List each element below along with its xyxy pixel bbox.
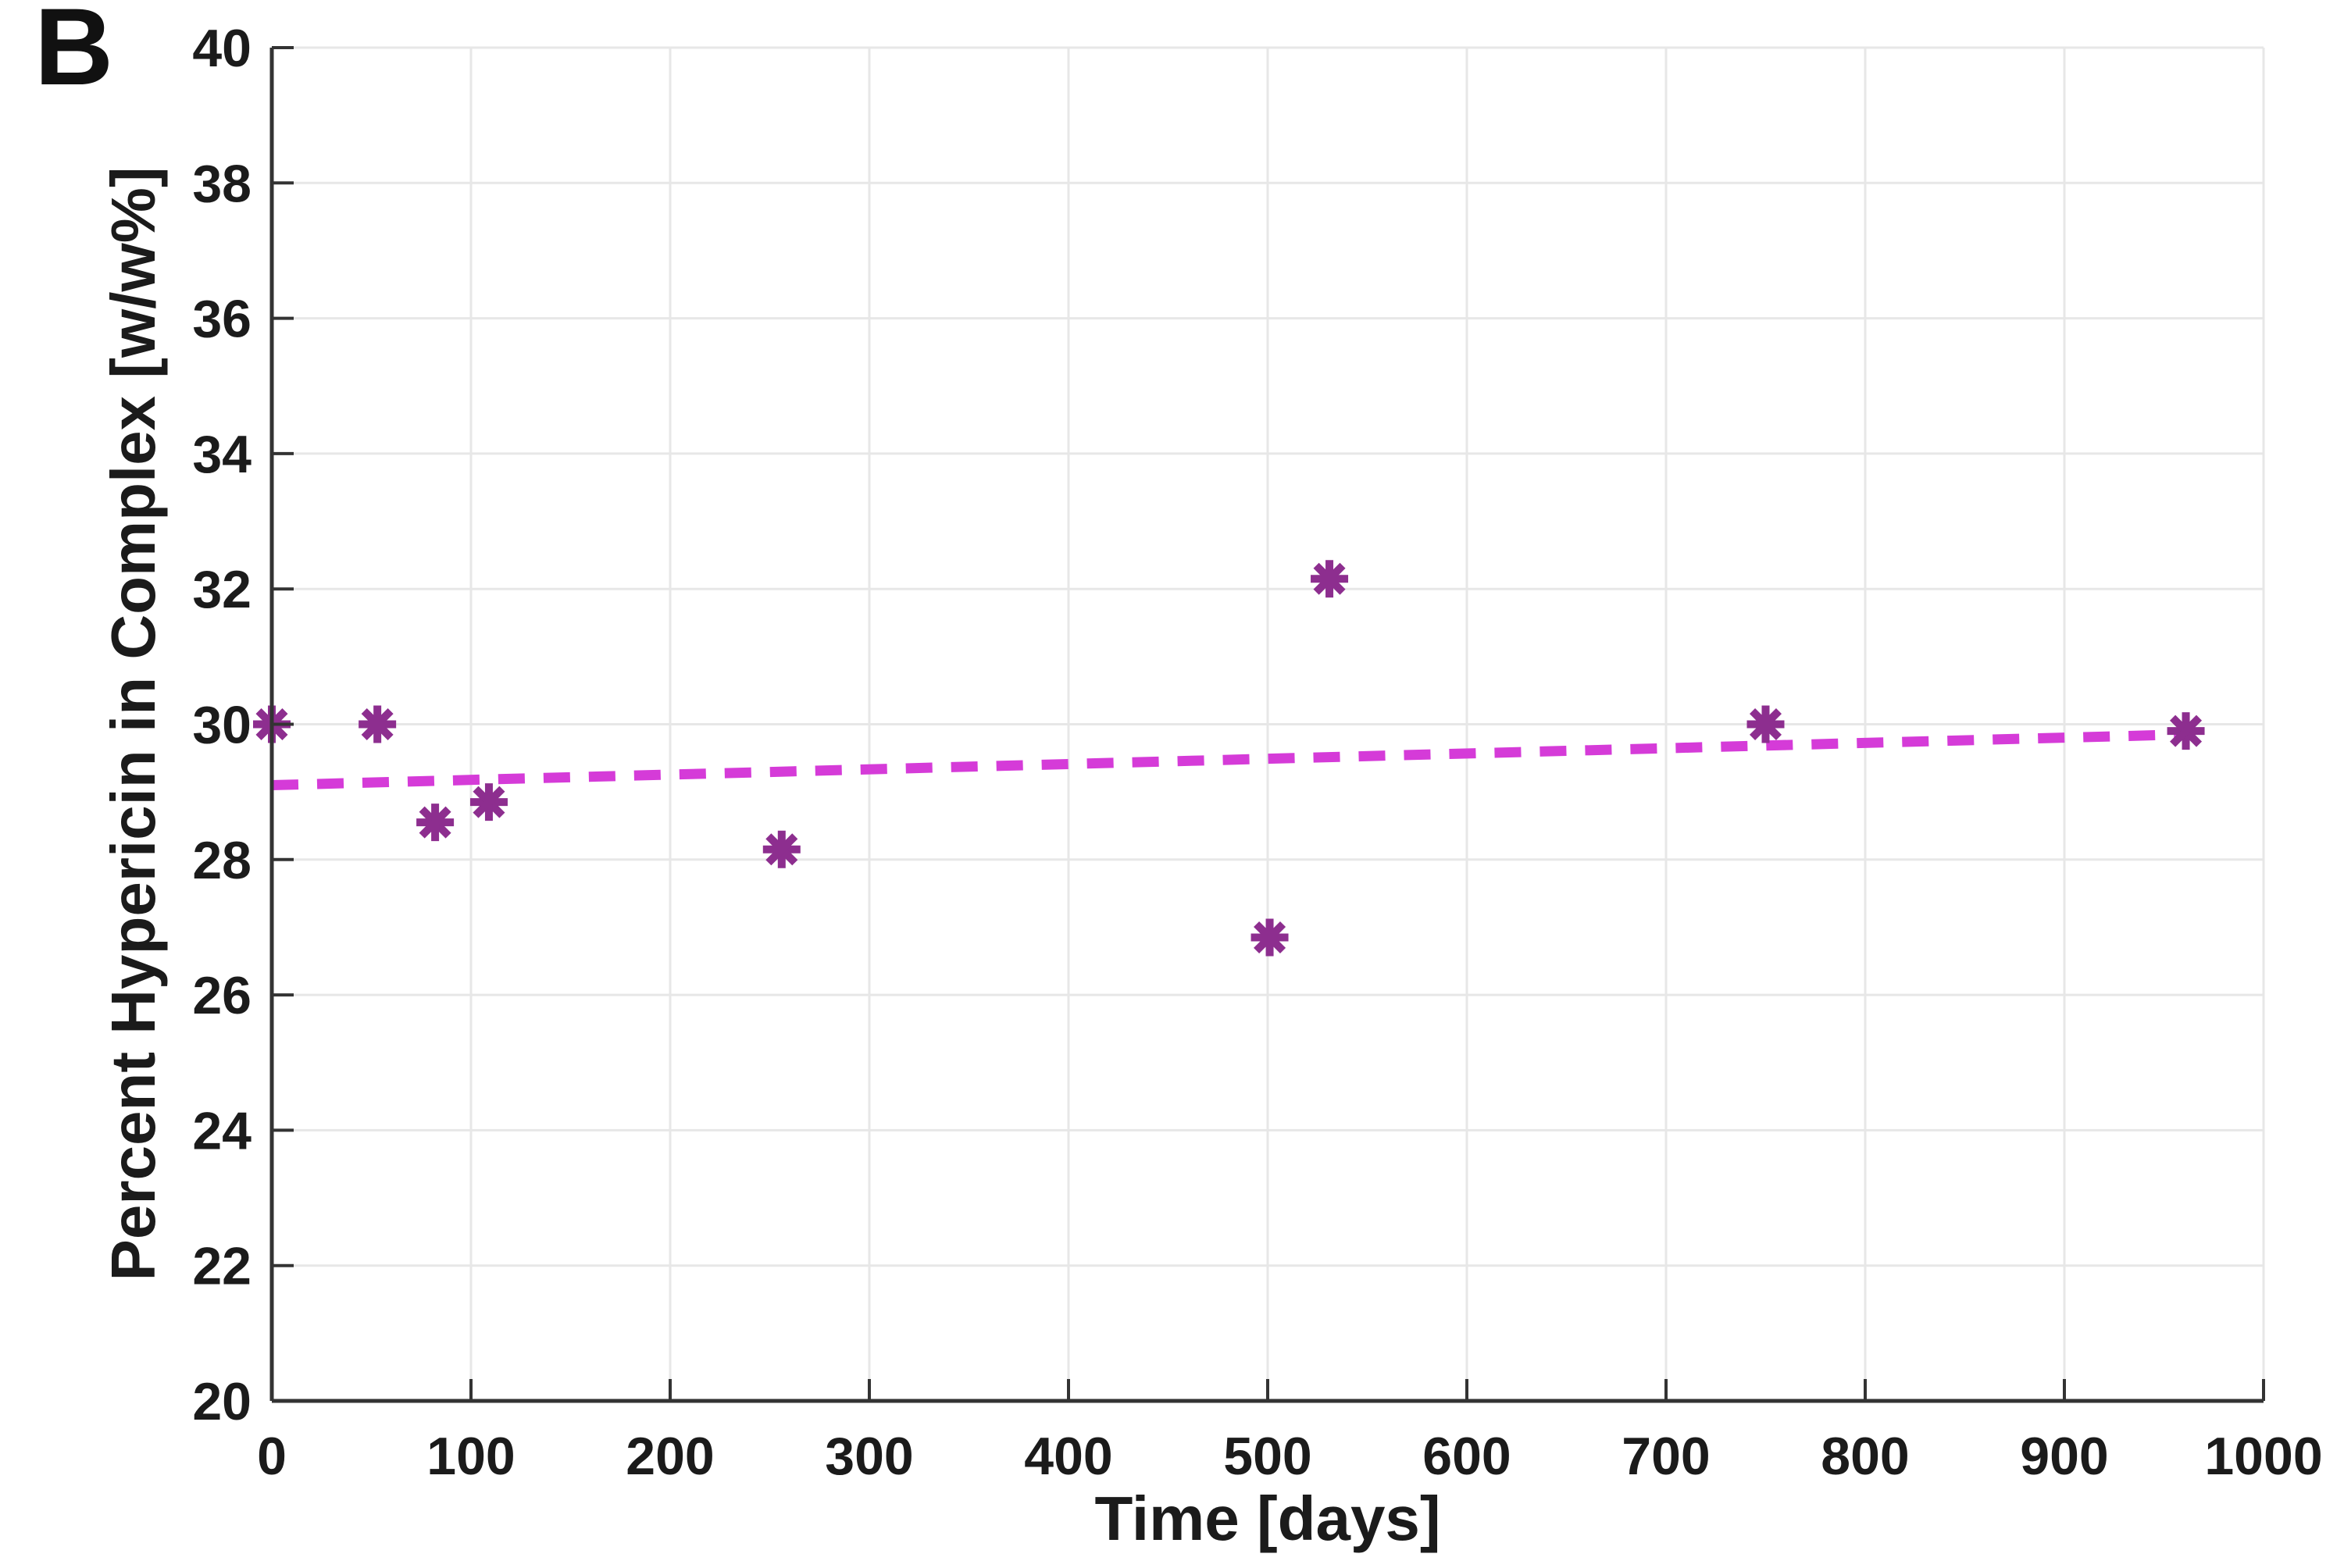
y-tick-label: 30 xyxy=(192,696,252,755)
grid-layer xyxy=(272,46,2265,1401)
marker-spoke xyxy=(1313,562,1346,595)
x-tick-label: 900 xyxy=(2020,1427,2108,1486)
marker-spoke xyxy=(419,806,451,839)
x-axis-label: Time [days] xyxy=(1094,1484,1440,1553)
data-point-marker xyxy=(1746,705,1785,743)
x-tick-label: 200 xyxy=(626,1427,714,1486)
tick-mark-layer xyxy=(270,46,2265,1402)
y-tick-label: 40 xyxy=(192,19,252,78)
x-tick-label: 700 xyxy=(1622,1427,1710,1486)
y-tick-label: 38 xyxy=(192,154,252,213)
marker-spoke xyxy=(473,786,505,818)
y-tick-label: 20 xyxy=(192,1372,252,1431)
data-point-marker xyxy=(469,783,508,821)
x-tick-label: 100 xyxy=(426,1427,515,1486)
y-axis-label: Percent Hypericin in Complex [w/w%] xyxy=(98,167,168,1281)
panel-label: B xyxy=(34,0,114,108)
data-point-marker xyxy=(2167,712,2205,750)
x-tick-label: 600 xyxy=(1422,1427,1511,1486)
y-tick-label: 26 xyxy=(192,966,252,1025)
marker-spoke xyxy=(1254,921,1286,953)
marker-spoke xyxy=(1749,707,1782,741)
trend-line-layer xyxy=(271,729,2186,790)
marker-spoke xyxy=(765,833,798,866)
marker-spoke xyxy=(2170,715,2203,747)
data-point-marker xyxy=(1250,918,1289,957)
data-point-marker xyxy=(762,830,801,868)
y-tick-label: 34 xyxy=(192,425,252,484)
tick-label-layer: 0 100 200 300 400 500 600 700 800 900 1000 20 22 24 26… xyxy=(192,19,2322,1486)
x-tick-label: 800 xyxy=(1821,1427,1909,1486)
data-point-marker xyxy=(359,705,397,743)
x-tick-label: 1000 xyxy=(2204,1427,2322,1486)
data-point-marker xyxy=(1311,560,1349,598)
x-tick-label: 500 xyxy=(1223,1427,1311,1486)
y-tick-label: 32 xyxy=(192,560,252,619)
y-tick-label: 28 xyxy=(192,831,252,890)
y-tick-label: 36 xyxy=(192,290,252,349)
marker-spoke xyxy=(361,707,394,741)
y-tick-label: 24 xyxy=(192,1101,252,1160)
x-tick-label: 300 xyxy=(825,1427,913,1486)
x-tick-label: 400 xyxy=(1024,1427,1112,1486)
y-tick-label: 22 xyxy=(192,1237,252,1296)
trend-line xyxy=(271,729,2186,790)
data-point-marker xyxy=(416,804,455,842)
x-tick-label: 0 xyxy=(257,1427,287,1486)
